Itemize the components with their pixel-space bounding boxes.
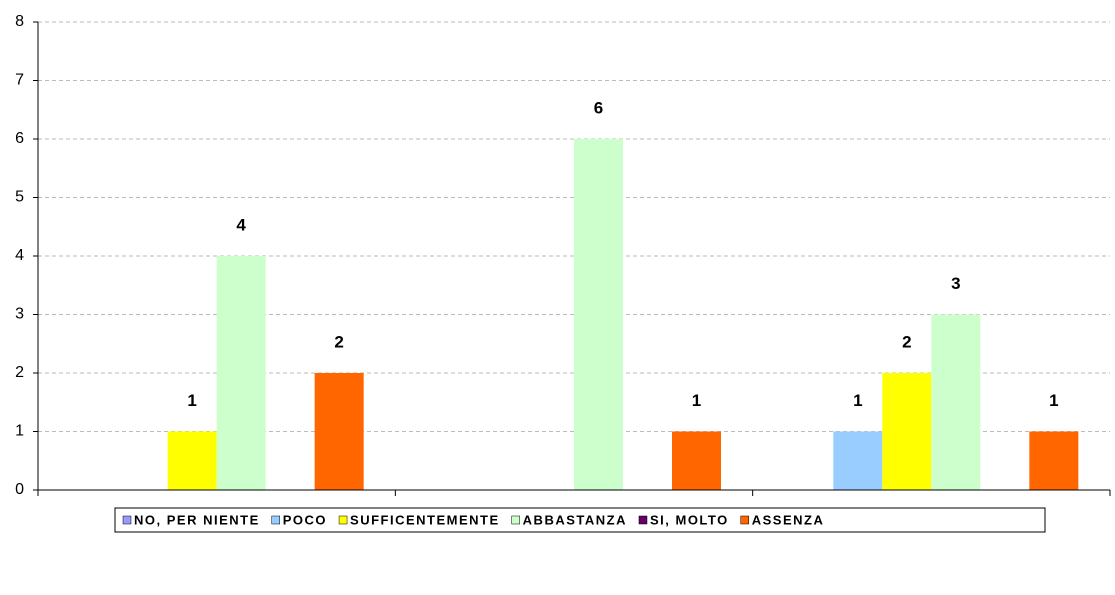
legend-label: NO, PER NIENTE (134, 512, 260, 527)
legend-label: POCO (283, 512, 327, 527)
legend-box (114, 507, 1046, 533)
y-tick-label: 0 (15, 481, 24, 498)
y-tick-label: 5 (15, 189, 24, 206)
legend-swatch (338, 515, 348, 525)
legend-swatch (638, 515, 648, 525)
y-tick-label: 8 (15, 13, 24, 30)
y-tick-label: 2 (15, 364, 24, 381)
legend-label: ASSENZA (752, 512, 825, 527)
y-tick-label: 3 (15, 306, 24, 323)
bar (314, 373, 364, 490)
value-label: 1 (853, 391, 862, 410)
bar (833, 431, 883, 490)
value-label: 2 (902, 332, 911, 351)
value-label: 1 (1049, 391, 1058, 410)
bar (216, 256, 266, 490)
value-label: 6 (594, 98, 603, 117)
y-tick-label: 4 (15, 247, 24, 264)
legend-swatch (122, 515, 132, 525)
bar (882, 373, 932, 490)
value-label: 1 (187, 391, 196, 410)
y-tick-label: 6 (15, 130, 24, 147)
y-tick-label: 1 (15, 423, 24, 440)
bar (167, 431, 217, 490)
legend-swatch (511, 515, 520, 525)
y-tick-label: 7 (15, 72, 24, 89)
legend-swatch (740, 515, 749, 525)
bar (672, 431, 721, 490)
value-label: 3 (951, 274, 960, 293)
legend-label: ABBASTANZA (523, 512, 627, 527)
legend-swatch (271, 515, 280, 525)
legend-label: SUFFICENTEMENTE (350, 512, 500, 527)
bar (931, 314, 981, 490)
value-label: 4 (236, 215, 246, 234)
value-label: 2 (334, 332, 343, 351)
bar (1029, 431, 1079, 490)
bar (574, 139, 623, 490)
legend-label: SI, MOLTO (650, 512, 729, 527)
value-label: 1 (692, 391, 701, 410)
